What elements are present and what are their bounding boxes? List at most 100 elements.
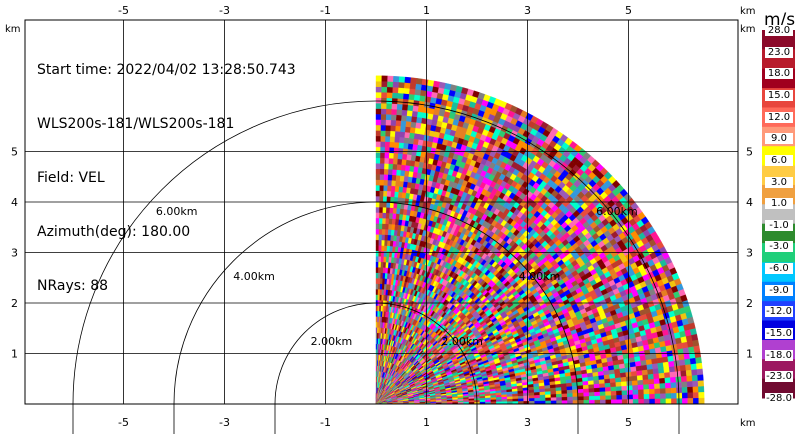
sweep-gate	[385, 124, 392, 132]
sweep-gate	[387, 179, 393, 186]
sweep-gate	[403, 93, 410, 100]
sweep-gate	[404, 131, 411, 139]
sweep-gate	[405, 126, 411, 133]
sweep-gate	[651, 363, 659, 370]
sweep-gate	[394, 130, 401, 138]
sweep-gate	[685, 369, 693, 377]
sweep-gate	[381, 81, 388, 88]
sweep-gate	[375, 130, 382, 137]
sweep-gate	[379, 179, 385, 186]
sweep-gate	[379, 174, 385, 181]
sweep-gate	[683, 353, 691, 360]
sweep-gate	[375, 81, 382, 87]
sweep-gate	[375, 256, 379, 262]
sweep-gate	[375, 119, 382, 126]
sweep-gate	[378, 228, 383, 235]
sweep-gate	[390, 125, 397, 132]
sweep-gate	[375, 152, 381, 159]
sweep-gate	[598, 375, 605, 381]
sweep-gate	[407, 104, 414, 112]
sweep-gate	[391, 174, 397, 181]
sweep-gate	[378, 245, 382, 252]
sweep-gate	[387, 75, 394, 82]
sweep-gate	[390, 196, 395, 203]
sweep-gate	[394, 136, 401, 143]
sweep-gate	[375, 124, 382, 131]
sweep-gate	[380, 119, 387, 126]
sweep-gate	[379, 190, 384, 197]
sweep-gate	[379, 217, 383, 224]
sweep-gate	[397, 92, 405, 100]
sweep-gate	[388, 168, 393, 176]
sweep-gate	[413, 94, 421, 101]
sweep-gate	[375, 277, 379, 284]
sweep-gate	[410, 77, 418, 84]
sweep-gate	[691, 369, 698, 376]
sweep-gate	[399, 136, 405, 144]
sweep-gate	[402, 98, 409, 106]
sweep-gate	[375, 267, 379, 273]
sweep-gate	[620, 376, 627, 383]
sweep-gate	[587, 380, 595, 386]
sweep-gate	[375, 245, 380, 252]
sweep-gate	[631, 375, 638, 382]
sweep-gate	[696, 368, 704, 376]
sweep-gate	[375, 102, 382, 109]
sweep-gate	[646, 364, 654, 371]
sweep-gate	[411, 110, 419, 118]
sweep-gate	[378, 256, 382, 263]
sweep-gate	[385, 114, 392, 121]
sweep-gate	[375, 239, 380, 246]
velocity-field	[375, 75, 705, 404]
sweep-gate	[378, 223, 383, 230]
sweep-gate	[375, 135, 381, 142]
sweep-gate	[386, 92, 393, 99]
sweep-gate	[658, 367, 665, 374]
sweep-gate	[375, 97, 382, 104]
sweep-gate	[398, 81, 405, 89]
sweep-gate	[375, 250, 379, 257]
sweep-gate	[375, 108, 382, 115]
sweep-gate	[692, 339, 700, 347]
sweep-gate	[641, 364, 648, 371]
sweep-gate	[375, 294, 379, 301]
sweep-gate	[388, 163, 394, 170]
sweep-gate	[386, 196, 392, 203]
sweep-gate	[409, 82, 417, 90]
sweep-gate	[609, 373, 616, 380]
sweep-gate	[689, 357, 697, 365]
sweep-gate	[647, 373, 655, 380]
sweep-gate	[620, 372, 627, 378]
sweep-gate	[375, 212, 380, 219]
sweep-gate	[383, 196, 388, 203]
sweep-gate	[604, 378, 611, 384]
sweep-gate	[668, 366, 676, 373]
sweep-gate	[405, 120, 412, 128]
sweep-gate	[614, 373, 621, 379]
sweep-gate	[383, 179, 389, 186]
sweep-gate	[656, 357, 664, 364]
sweep-gate	[375, 174, 381, 180]
sweep-gate	[386, 207, 391, 214]
sweep-gate	[378, 267, 382, 273]
sweep-gate	[379, 168, 385, 175]
sweep-gate	[387, 174, 393, 181]
sweep-gate	[375, 179, 381, 186]
sweep-gate	[391, 114, 397, 121]
sweep-gate	[375, 261, 379, 268]
sweep-gate	[384, 163, 390, 170]
sweep-gate	[667, 355, 675, 363]
sweep-gate	[381, 97, 388, 104]
sweep-gate	[375, 184, 381, 191]
sweep-gate	[380, 108, 387, 115]
sweep-gate	[680, 370, 687, 377]
sweep-gate	[392, 81, 400, 88]
sweep-gate	[379, 184, 385, 191]
sweep-gate	[378, 239, 383, 246]
sweep-gate	[393, 152, 399, 160]
sweep-gate	[603, 374, 611, 380]
sweep-gate	[388, 152, 395, 159]
sweep-gate	[397, 158, 403, 165]
sweep-gate	[402, 104, 409, 111]
sweep-gate	[410, 121, 417, 129]
